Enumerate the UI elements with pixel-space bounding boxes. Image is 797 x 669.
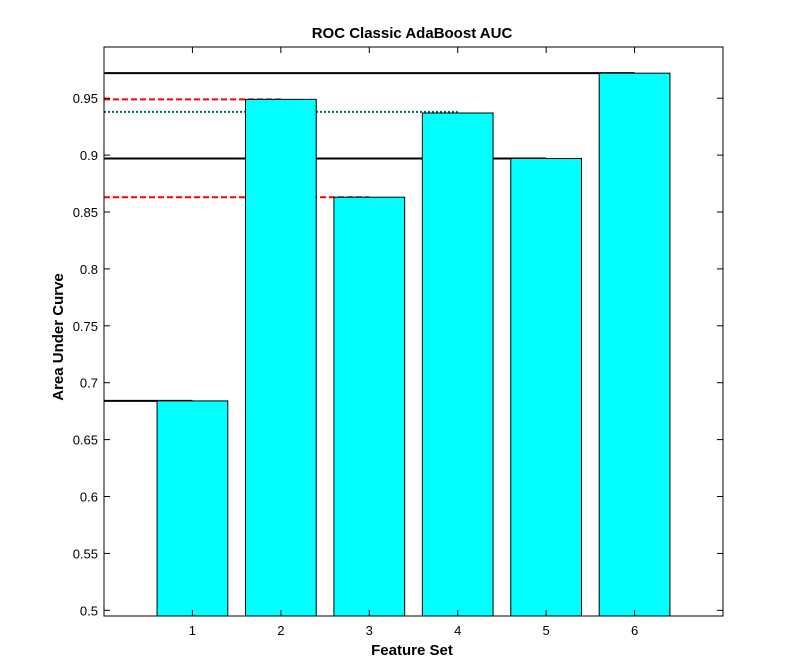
y-tick-label: 0.5 [80,603,98,618]
bars [156,72,671,617]
x-tick-label: 3 [366,623,373,638]
y-tick-label: 0.55 [73,546,98,561]
x-tick-label: 6 [631,623,638,638]
y-tick-label: 0.7 [80,376,98,391]
x-axis-label: Feature Set [371,642,453,659]
x-tick-label: 2 [277,623,284,638]
y-tick-label: 0.75 [73,319,98,334]
x-tick-label: 5 [543,623,550,638]
y-tick-label: 0.6 [80,490,98,505]
y-tick-label: 0.85 [73,205,98,220]
bar [333,196,406,617]
x-tick-label: 1 [189,623,196,638]
y-axis: 0.5 0.55 0.6 0.65 0.7 0.75 0.8 0.85 0.9 0.95 [73,91,723,618]
bar [244,98,317,617]
y-tick-label: 0.65 [73,433,98,448]
y-axis-label: Area Under Curve [50,273,67,401]
x-tick-label: 4 [454,623,461,638]
y-tick-label: 0.95 [73,91,98,106]
chart-title: ROC Classic AdaBoost AUC [312,25,513,42]
bar [510,158,583,617]
plot-frame [103,46,724,617]
bar [598,72,671,617]
y-tick-label: 0.9 [80,148,98,163]
y-tick-label: 0.8 [80,262,98,277]
x-axis: 1 2 3 4 5 6 [189,47,638,638]
bar [156,400,229,617]
bar [421,112,494,617]
